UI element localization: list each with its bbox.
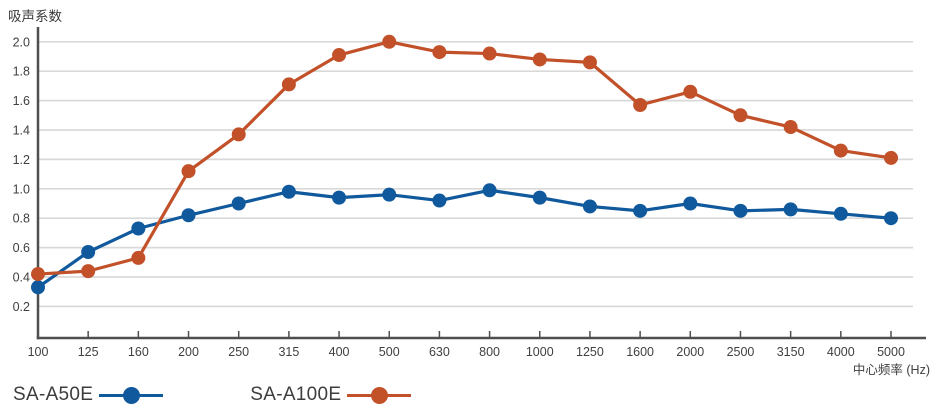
data-point	[231, 196, 246, 211]
y-tick-label: 1.6	[13, 94, 30, 108]
data-point	[482, 46, 497, 61]
data-point	[81, 245, 96, 260]
chart-title: 吸声系数	[8, 9, 62, 24]
x-tick-label: 2000	[676, 345, 704, 359]
series-sa-a50e	[31, 183, 898, 295]
data-point	[332, 190, 347, 205]
data-point	[131, 221, 146, 236]
data-point	[382, 34, 397, 49]
x-tick-label: 315	[278, 345, 299, 359]
data-point	[231, 127, 246, 142]
data-point	[332, 48, 347, 63]
legend-label: SA-A50E	[13, 384, 94, 405]
y-tick-label: 0.2	[13, 300, 30, 314]
x-tick-label: 500	[379, 345, 400, 359]
data-point	[884, 211, 898, 226]
data-point	[783, 202, 798, 217]
series-sa-a100e	[31, 34, 898, 282]
x-tick-label: 800	[479, 345, 500, 359]
data-point	[131, 250, 146, 265]
data-point	[281, 77, 296, 92]
data-point	[31, 267, 45, 282]
data-point	[181, 164, 196, 179]
series-line	[37, 40, 892, 276]
data-point	[81, 264, 96, 279]
gridlines	[38, 40, 913, 308]
x-tick-label: 160	[128, 345, 149, 359]
chart-canvas: 0.2 0.4 0.6 0.8 1.0 1.2 1.4 1.6 1.8 2.0 100 125 160…	[13, 27, 926, 359]
data-point	[432, 45, 447, 60]
legend-item-sa-a100e: SA-A100E	[250, 384, 412, 406]
data-point	[683, 84, 698, 99]
data-point	[733, 108, 748, 123]
data-point	[582, 55, 597, 70]
data-point	[181, 208, 196, 223]
y-tick-label: 1.0	[13, 182, 30, 196]
data-point	[482, 183, 497, 198]
x-tick-label: 4000	[827, 345, 855, 359]
data-point	[532, 52, 547, 67]
x-tick-label: 1250	[576, 345, 604, 359]
x-tick-label: 400	[329, 345, 350, 359]
x-tick-label: 630	[429, 345, 450, 359]
x-tick-label: 3150	[777, 345, 805, 359]
x-axis-label: 中心频率 (Hz)	[852, 363, 930, 377]
x-tick-label: 1600	[626, 345, 654, 359]
data-point	[31, 280, 45, 295]
y-tick-label: 1.2	[13, 153, 30, 167]
line-dot-marker-icon	[347, 386, 412, 404]
legend-item-sa-a50e: SA-A50E	[13, 384, 164, 406]
data-point	[633, 203, 648, 218]
y-tick-label: 0.8	[13, 212, 30, 226]
y-tick-label: 0.6	[13, 241, 30, 255]
x-tick-label: 125	[78, 345, 99, 359]
data-point	[833, 206, 848, 221]
x-tick-label: 2500	[727, 345, 755, 359]
legend-label: SA-A100E	[250, 384, 342, 405]
series-layer	[31, 34, 898, 295]
data-point	[733, 203, 748, 218]
data-point	[783, 120, 798, 135]
axes	[36, 27, 926, 340]
data-point	[884, 150, 898, 165]
data-point	[633, 98, 648, 113]
y-tick-label: 2.0	[13, 35, 30, 49]
data-point	[683, 196, 698, 211]
data-point	[281, 184, 296, 199]
legend-dot-swatch	[123, 386, 141, 404]
data-point	[582, 199, 597, 214]
x-tick-labels: 100 125 160 200 250 315 400 500 630 800 1000 1250 16…	[28, 345, 905, 359]
data-point	[432, 193, 447, 208]
x-tick-label: 200	[178, 345, 199, 359]
x-tick-label: 250	[228, 345, 249, 359]
x-tick-label: 1000	[526, 345, 554, 359]
line-dot-marker-icon	[99, 386, 164, 404]
y-tick-label: 0.4	[13, 271, 30, 285]
y-tick-label: 1.4	[13, 124, 30, 138]
data-point	[532, 190, 547, 205]
x-ticks	[37, 331, 892, 337]
y-tick-label: 1.8	[13, 65, 30, 79]
series-line	[37, 188, 892, 289]
data-point	[833, 143, 848, 158]
x-tick-label: 5000	[877, 345, 905, 359]
legend: SA-A50E SA-A100E	[13, 384, 412, 406]
legend-dot-swatch	[371, 386, 389, 404]
y-tick-labels: 0.2 0.4 0.6 0.8 1.0 1.2 1.4 1.6 1.8 2.0	[13, 35, 30, 314]
data-point	[382, 187, 397, 202]
x-tick-label: 100	[28, 345, 49, 359]
